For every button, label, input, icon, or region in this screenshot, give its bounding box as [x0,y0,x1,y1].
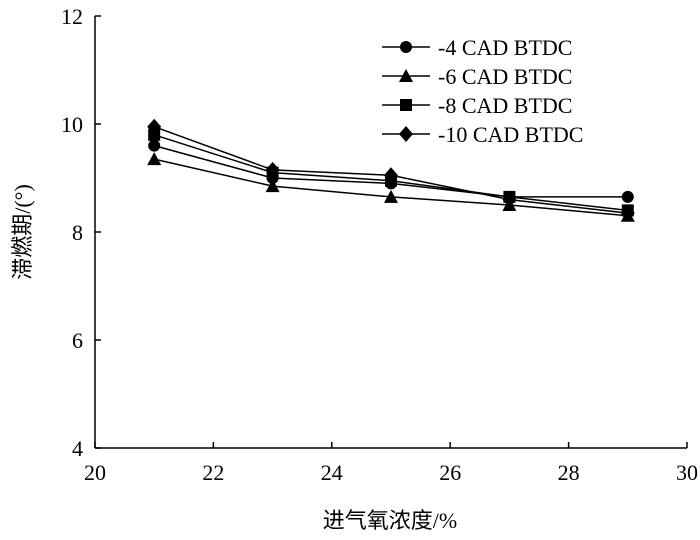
legend-item: -10 CAD BTDC [382,122,583,147]
legend-label: -6 CAD BTDC [438,64,572,89]
data-point-triangle [384,189,398,203]
x-axis-title: 进气氧浓度/% [323,508,457,533]
data-point-circle [148,139,161,152]
series-4 [147,118,635,222]
data-point-square [148,128,161,141]
legend-marker-square [400,99,412,111]
x-tick-label: 28 [558,460,580,485]
data-point-diamond [620,205,635,222]
legend-item: -6 CAD BTDC [382,64,572,89]
legend-item: -8 CAD BTDC [382,93,572,118]
y-tick-label: 6 [72,328,83,353]
x-tick-label: 24 [321,460,343,485]
x-tick-label: 26 [439,460,461,485]
legend-item: -4 CAD BTDC [382,35,572,60]
y-axis-title: 滞燃期/(°) [10,184,35,280]
data-point-circle [621,190,634,203]
data-point-triangle [265,179,280,193]
y-tick-label: 12 [61,4,83,29]
axes: 20 22 24 26 28 30 4 6 8 10 12 [61,4,698,485]
legend-label: -8 CAD BTDC [438,93,572,118]
x-tick-label: 30 [676,460,698,485]
legend-marker-circle [400,41,412,53]
data-point-diamond [502,191,517,208]
legend-marker-diamond [399,126,413,142]
legend: -4 CAD BTDC -6 CAD BTDC -8 CAD BTDC -10 CAD… [382,35,583,147]
x-tick-label: 20 [84,460,106,485]
legend-label: -4 CAD BTDC [438,35,572,60]
y-tick-label: 4 [72,436,83,461]
y-tick-label: 10 [61,112,83,137]
data-point-diamond [147,118,162,135]
data-point-diamond [384,167,398,184]
series-layer [147,118,635,222]
legend-label: -10 CAD BTDC [438,122,583,147]
data-point-diamond [265,161,280,178]
y-tick-label: 8 [72,220,83,245]
x-tick-label: 22 [202,460,224,485]
data-point-triangle [147,152,162,166]
legend-marker-triangle [399,69,413,82]
